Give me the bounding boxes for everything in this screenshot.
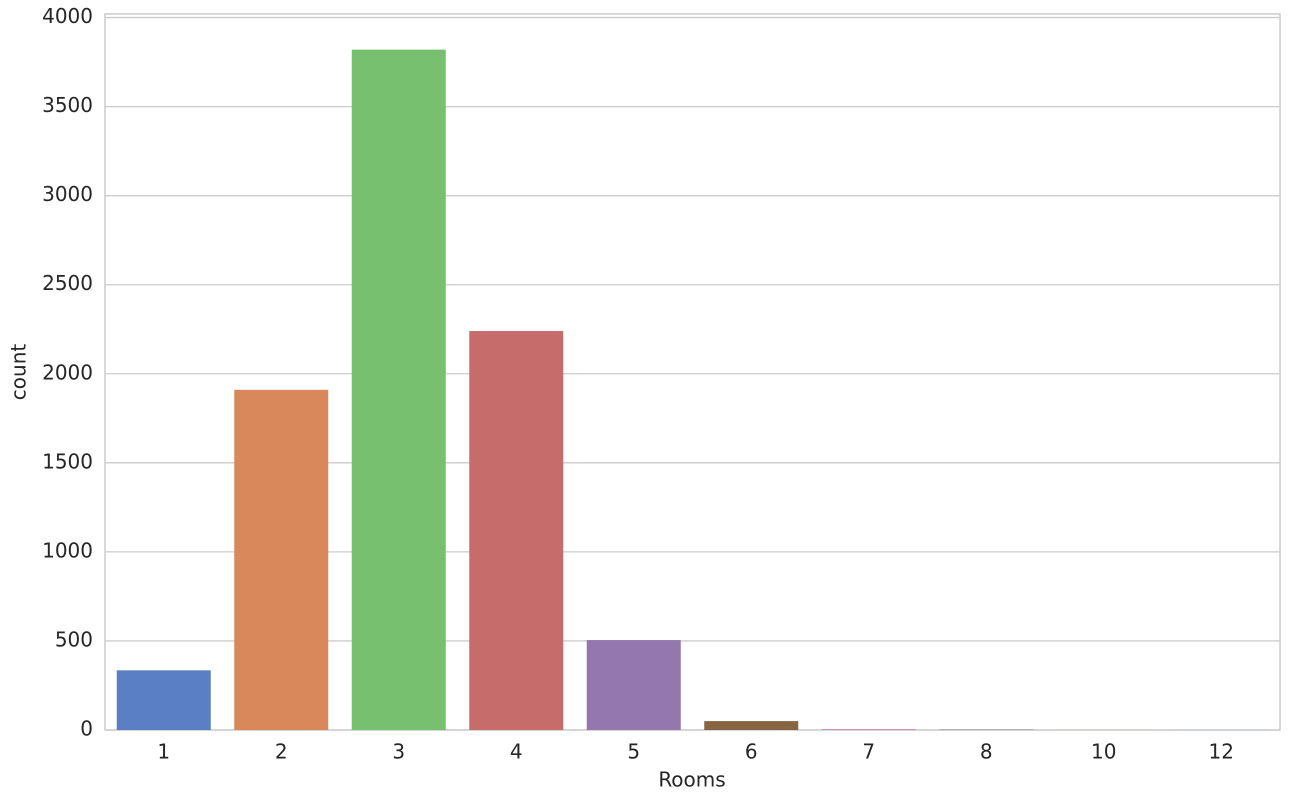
y-tick-label: 2500 bbox=[42, 271, 93, 295]
x-tick-label: 3 bbox=[392, 740, 405, 764]
x-tick-label: 5 bbox=[627, 740, 640, 764]
bar bbox=[821, 729, 916, 730]
bar bbox=[586, 640, 681, 730]
x-tick-label: 7 bbox=[862, 740, 875, 764]
bar bbox=[704, 721, 799, 730]
x-tick-label: 8 bbox=[980, 740, 993, 764]
x-tick-label: 1 bbox=[157, 740, 170, 764]
y-tick-label: 1000 bbox=[42, 538, 93, 562]
x-axis-label: Rooms bbox=[658, 768, 725, 792]
x-tick-label: 2 bbox=[275, 740, 288, 764]
x-tick-label: 12 bbox=[1209, 740, 1234, 764]
y-tick-label: 2000 bbox=[42, 360, 93, 384]
y-tick-label: 0 bbox=[80, 717, 93, 741]
bar bbox=[234, 389, 329, 730]
x-tick-label: 10 bbox=[1091, 740, 1116, 764]
x-tick-label: 6 bbox=[745, 740, 758, 764]
y-tick-label: 4000 bbox=[42, 4, 93, 28]
bar bbox=[939, 729, 1034, 730]
bar bbox=[351, 49, 446, 731]
bar bbox=[469, 331, 564, 730]
y-tick-label: 500 bbox=[55, 627, 93, 651]
y-tick-label: 3000 bbox=[42, 182, 93, 206]
y-axis-label: count bbox=[7, 344, 31, 401]
y-tick-label: 1500 bbox=[42, 449, 93, 473]
x-tick-label: 4 bbox=[510, 740, 523, 764]
bar bbox=[116, 670, 211, 730]
y-tick-label: 3500 bbox=[42, 93, 93, 117]
